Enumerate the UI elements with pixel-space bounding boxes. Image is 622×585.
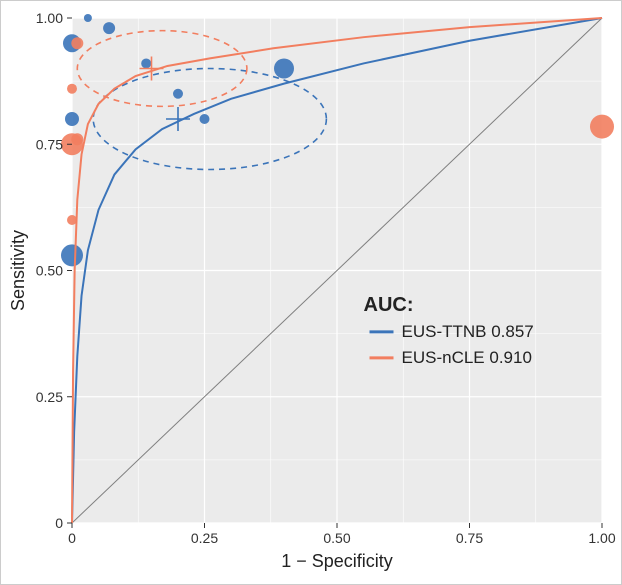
x-axis-label: 1 − Specificity bbox=[281, 551, 393, 571]
legend-item-label: EUS-nCLE 0.910 bbox=[402, 348, 532, 367]
study-point bbox=[71, 133, 83, 145]
legend-item-label: EUS-TTNB 0.857 bbox=[402, 322, 534, 341]
y-tick-label: 1.00 bbox=[36, 10, 63, 26]
study-point bbox=[200, 114, 210, 124]
study-point bbox=[71, 37, 83, 49]
study-point bbox=[590, 115, 614, 139]
x-tick-label: 0 bbox=[68, 530, 76, 546]
x-tick-label: 0.75 bbox=[456, 530, 483, 546]
roc-chart: 0 0.25 0.50 0.75 1.00 0 0.25 0.50 0.75 1.00 1 − Sp… bbox=[0, 0, 622, 585]
study-point bbox=[65, 112, 79, 126]
legend-title: AUC: bbox=[364, 294, 414, 316]
study-point bbox=[67, 84, 77, 94]
study-point bbox=[173, 89, 183, 99]
study-point bbox=[103, 22, 115, 34]
x-tick-label: 0.25 bbox=[191, 530, 218, 546]
y-axis-label: Sensitivity bbox=[8, 230, 28, 311]
study-point bbox=[84, 14, 92, 22]
y-tick-label: 0.50 bbox=[36, 263, 63, 279]
study-point bbox=[141, 58, 151, 68]
x-tick-label: 1.00 bbox=[588, 530, 615, 546]
x-tick-label: 0.50 bbox=[323, 530, 350, 546]
y-tick-label: 0.75 bbox=[36, 136, 63, 152]
study-point bbox=[274, 59, 294, 79]
y-tick-label: 0.25 bbox=[36, 389, 63, 405]
study-point bbox=[61, 244, 83, 266]
study-point bbox=[67, 215, 77, 225]
y-tick-label: 0 bbox=[55, 515, 63, 531]
